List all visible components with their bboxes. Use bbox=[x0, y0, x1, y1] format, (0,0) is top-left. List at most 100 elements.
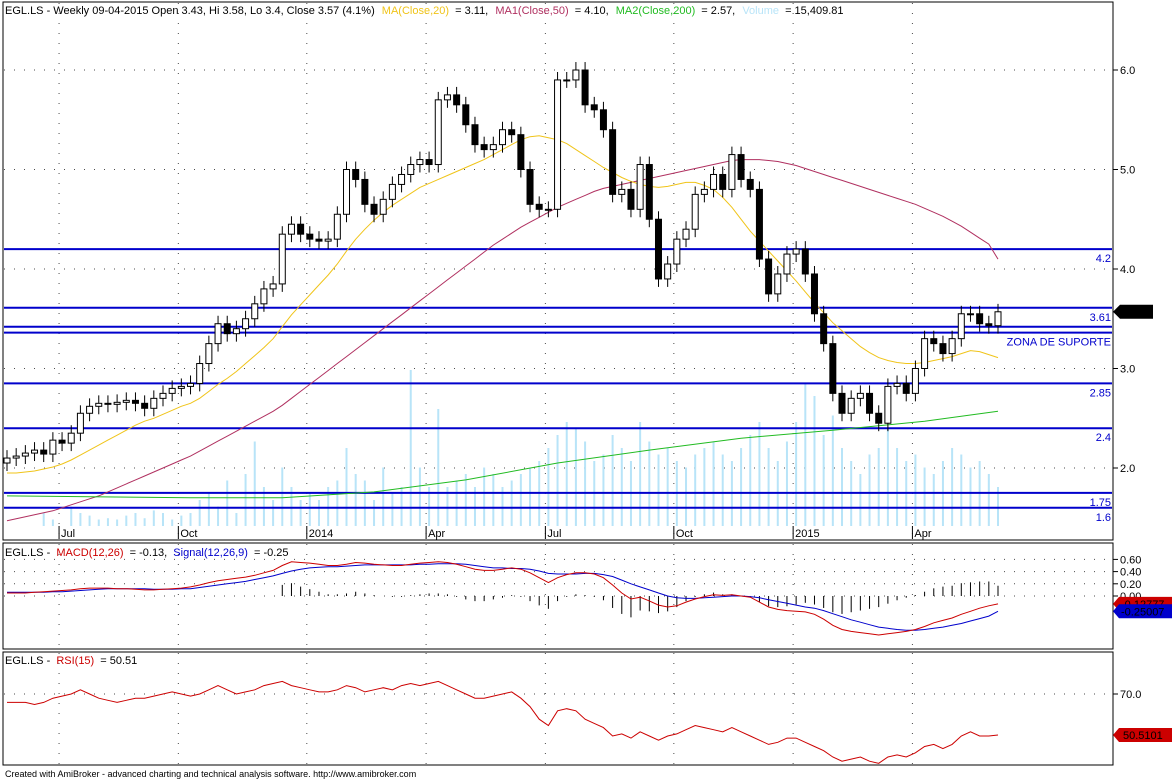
price-axis: 6.0 5.0 4.0 3.0 2.0 bbox=[1113, 65, 1135, 475]
rsi-header-prefix: EGL.LS - bbox=[5, 655, 51, 667]
candle-body-7 bbox=[67, 432, 75, 444]
candle-56 bbox=[517, 126, 525, 178]
volume-bar-103 bbox=[951, 448, 954, 526]
candle-body-52 bbox=[480, 144, 488, 151]
candle-body-76 bbox=[700, 188, 708, 195]
volume-bar-23 bbox=[217, 506, 220, 526]
candle-101 bbox=[930, 330, 938, 352]
macd-axis: 0.600.400.200.00-0.12777-0.25007 bbox=[1113, 554, 1172, 619]
volume-bar-12 bbox=[116, 519, 119, 526]
candle-85 bbox=[783, 246, 791, 282]
candle-20 bbox=[187, 375, 195, 395]
candle-39 bbox=[361, 171, 369, 213]
candle-body-32 bbox=[297, 223, 305, 235]
volume-bar-90 bbox=[831, 415, 834, 526]
candle-81 bbox=[746, 171, 754, 198]
candle-46 bbox=[425, 151, 433, 173]
volume-bar-80 bbox=[740, 448, 743, 526]
candle-68 bbox=[627, 181, 635, 218]
candle-body-14 bbox=[131, 399, 139, 404]
last-price-tag-box bbox=[1113, 304, 1153, 319]
macd-line bbox=[7, 561, 999, 636]
candle-14 bbox=[131, 392, 139, 412]
candle-84 bbox=[774, 266, 782, 302]
price-header: EGL.LS - Weekly 09-04-2015 Open 3.43, Hi… bbox=[5, 5, 844, 17]
volume-bars bbox=[42, 370, 999, 526]
candle-body-77 bbox=[710, 173, 718, 190]
candle-body-44 bbox=[407, 164, 415, 175]
footer-credit: Created with AmiBroker - advanced charti… bbox=[5, 769, 416, 779]
candle-body-95 bbox=[875, 412, 883, 424]
volume-bar-94 bbox=[868, 454, 871, 526]
volume-bar-55 bbox=[510, 480, 513, 526]
support-resistance-lines: 4.2 3.61 ZONA DE SUPORTE 2.85 2.4 1.75 1.6 bbox=[4, 248, 1112, 524]
candle-38 bbox=[352, 161, 360, 188]
volume-bar-78 bbox=[721, 454, 724, 526]
time-axis: Jul Oct 2014 Apr Jul Oct 2015 Apr bbox=[58, 526, 932, 540]
price-tick-label-4: 2.0 bbox=[1120, 463, 1135, 475]
volume-bar-56 bbox=[519, 474, 522, 526]
volume-bar-24 bbox=[226, 480, 229, 526]
candle-body-94 bbox=[866, 392, 874, 414]
hline-label-1: 3.61 bbox=[1090, 312, 1111, 324]
time-tick-label-5: Oct bbox=[676, 528, 693, 540]
candle-108 bbox=[994, 303, 1002, 334]
candle-body-30 bbox=[278, 233, 286, 285]
candle-body-8 bbox=[76, 412, 84, 434]
candle-body-104 bbox=[957, 313, 965, 340]
candle-32 bbox=[297, 216, 305, 243]
candle-106 bbox=[976, 305, 984, 332]
candle-65 bbox=[599, 101, 607, 138]
volume-bar-16 bbox=[152, 510, 155, 526]
candle-body-2 bbox=[21, 452, 29, 457]
candle-body-103 bbox=[948, 338, 956, 355]
candle-13 bbox=[122, 392, 130, 411]
candle-96 bbox=[884, 378, 892, 432]
candle-16 bbox=[150, 390, 158, 417]
candle-26 bbox=[242, 310, 250, 337]
candle-body-69 bbox=[636, 164, 644, 210]
candle-body-46 bbox=[425, 159, 433, 166]
candle-31 bbox=[287, 216, 295, 243]
volume-bar-83 bbox=[767, 448, 770, 526]
volume-bar-101 bbox=[932, 474, 935, 526]
candle-body-63 bbox=[581, 69, 589, 106]
candle-35 bbox=[324, 231, 332, 250]
candle-60 bbox=[554, 71, 562, 218]
candle-75 bbox=[691, 186, 699, 238]
rsi-legend-value: = 50.51 bbox=[100, 655, 137, 667]
volume-bar-43 bbox=[400, 487, 403, 526]
hline-label-5: 2.4 bbox=[1096, 432, 1111, 444]
candle-body-93 bbox=[856, 392, 864, 399]
candle-15 bbox=[141, 395, 149, 417]
candle-73 bbox=[673, 231, 681, 272]
candle-66 bbox=[609, 121, 617, 203]
rsi-line bbox=[7, 680, 999, 764]
signal-line bbox=[7, 563, 999, 631]
candle-body-41 bbox=[379, 198, 387, 215]
volume-bar-59 bbox=[547, 448, 550, 526]
volume-bar-45 bbox=[418, 467, 421, 526]
volume-bar-35 bbox=[327, 487, 330, 526]
candle-body-89 bbox=[820, 313, 828, 345]
candle-10 bbox=[95, 395, 103, 415]
volume-bar-75 bbox=[694, 454, 697, 526]
volume-bar-10 bbox=[97, 519, 100, 526]
candle-23 bbox=[214, 315, 222, 352]
candle-body-31 bbox=[287, 223, 295, 235]
volume-bar-41 bbox=[382, 467, 385, 526]
candle-body-78 bbox=[719, 173, 727, 190]
candle-body-98 bbox=[902, 382, 910, 394]
candle-99 bbox=[911, 360, 919, 402]
candle-9 bbox=[86, 398, 94, 422]
volume-bar-97 bbox=[896, 448, 899, 526]
candle-103 bbox=[948, 330, 956, 362]
volume-bar-37 bbox=[345, 448, 348, 526]
volume-bar-72 bbox=[666, 448, 669, 526]
macd-legend-value: = -0.13, bbox=[130, 547, 168, 559]
candlesticks bbox=[3, 62, 1002, 471]
volume-bar-71 bbox=[657, 454, 660, 526]
candle-body-85 bbox=[783, 253, 791, 275]
volume-bar-31 bbox=[290, 487, 293, 526]
macd-tick-label-0: 0.60 bbox=[1120, 554, 1141, 566]
